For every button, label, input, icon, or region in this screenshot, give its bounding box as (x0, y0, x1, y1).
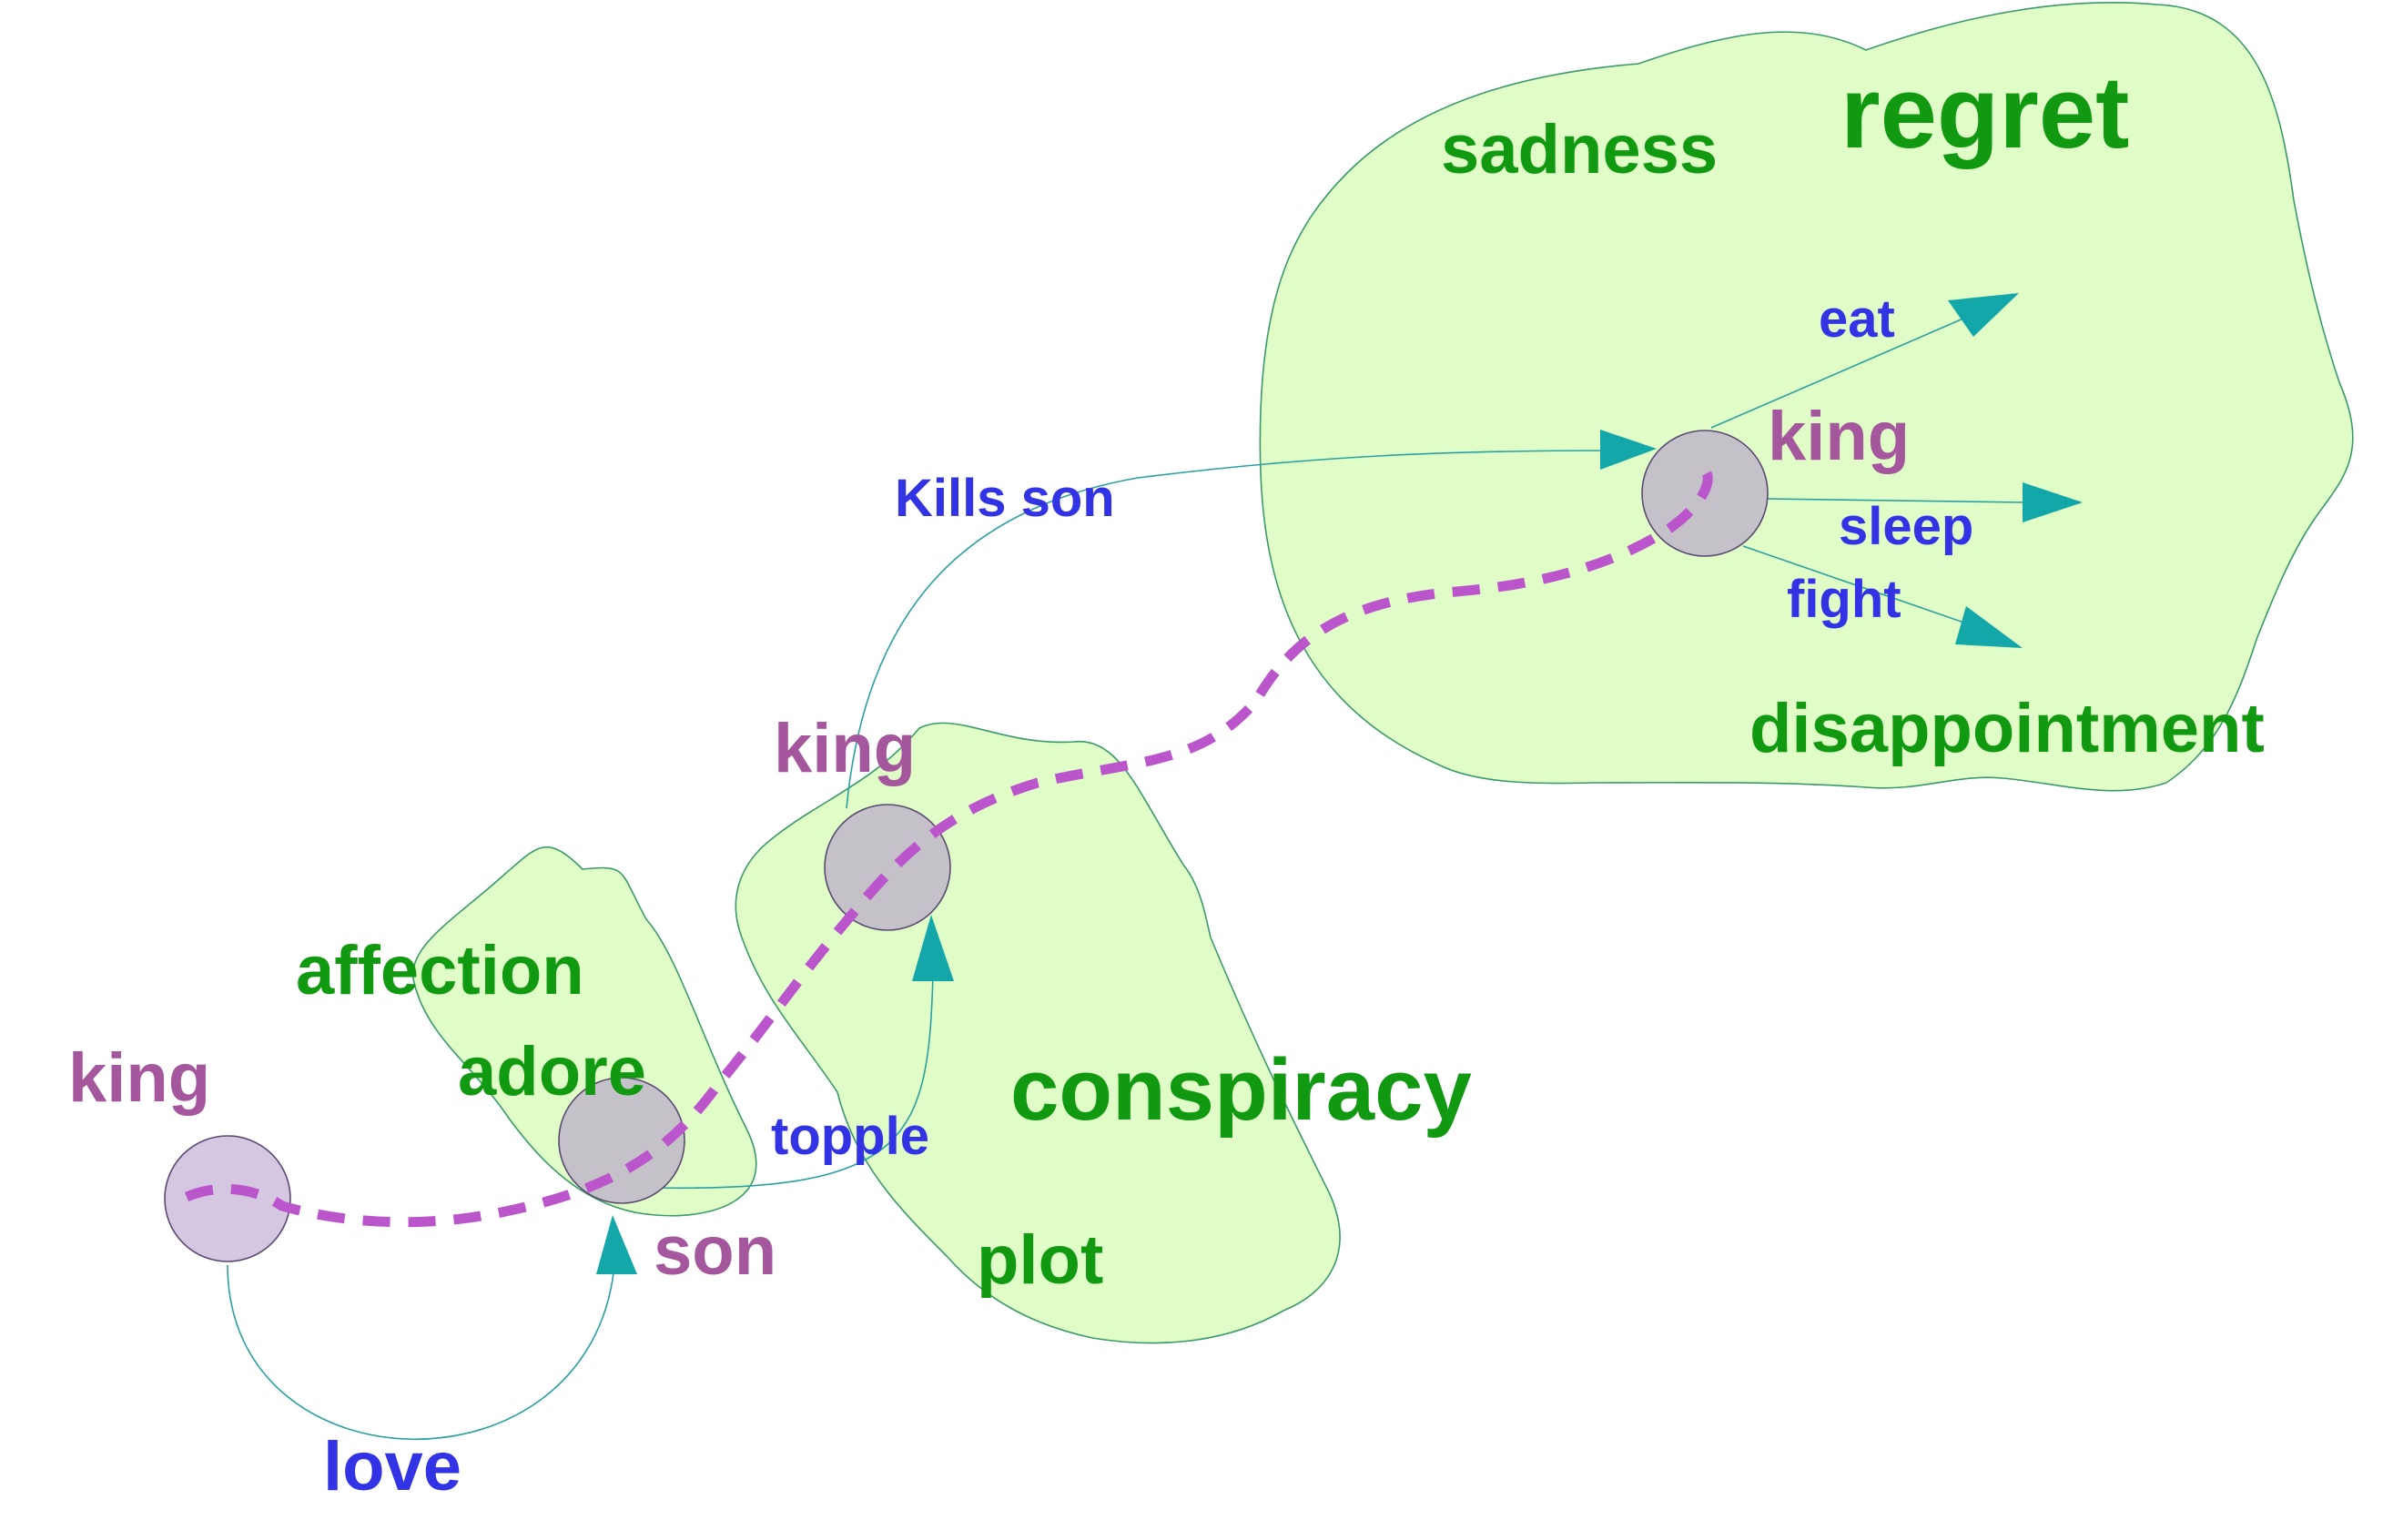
story-trajectory (184, 471, 1713, 1228)
topple-arrowhead (912, 915, 954, 981)
love-arrowhead (596, 1215, 637, 1274)
king-start-label: king (68, 1039, 210, 1117)
fight-label: fight (1787, 570, 1901, 629)
disappointment-label: disappointment (1749, 690, 2265, 767)
eat-edge (1710, 309, 1985, 429)
regret-region (1259, 1, 2354, 792)
plot-label: plot (977, 1221, 1103, 1299)
kills-son-edge (846, 450, 1612, 809)
king-mid-label: king (774, 710, 916, 787)
fight-arrowhead (1955, 606, 2023, 648)
eat-label: eat (1819, 289, 1895, 349)
king-mid-node (824, 804, 951, 931)
fight-edge (1742, 545, 1981, 629)
kills-son-label: Kills son (895, 469, 1115, 528)
sleep-arrowhead (2023, 482, 2083, 522)
sleep-edge (1765, 498, 2026, 503)
love-label: love (323, 1428, 461, 1505)
kills-son-arrowhead (1600, 430, 1657, 470)
love-edge (227, 1264, 615, 1440)
adore-label: adore (458, 1033, 646, 1110)
son-node (558, 1077, 685, 1204)
eat-arrowhead (1948, 293, 2019, 337)
conspiracy-label: conspiracy (1010, 1041, 1472, 1139)
king-start-node (164, 1135, 291, 1262)
topple-label: topple (771, 1107, 929, 1166)
sadness-label: sadness (1441, 111, 1718, 188)
affection-label: affection (296, 932, 584, 1009)
topple-edge (654, 973, 934, 1190)
sleep-label: sleep (1839, 497, 1973, 556)
son-label: son (654, 1212, 776, 1290)
king-end-label: king (1768, 398, 1910, 475)
regret-label: regret (1840, 56, 2129, 169)
